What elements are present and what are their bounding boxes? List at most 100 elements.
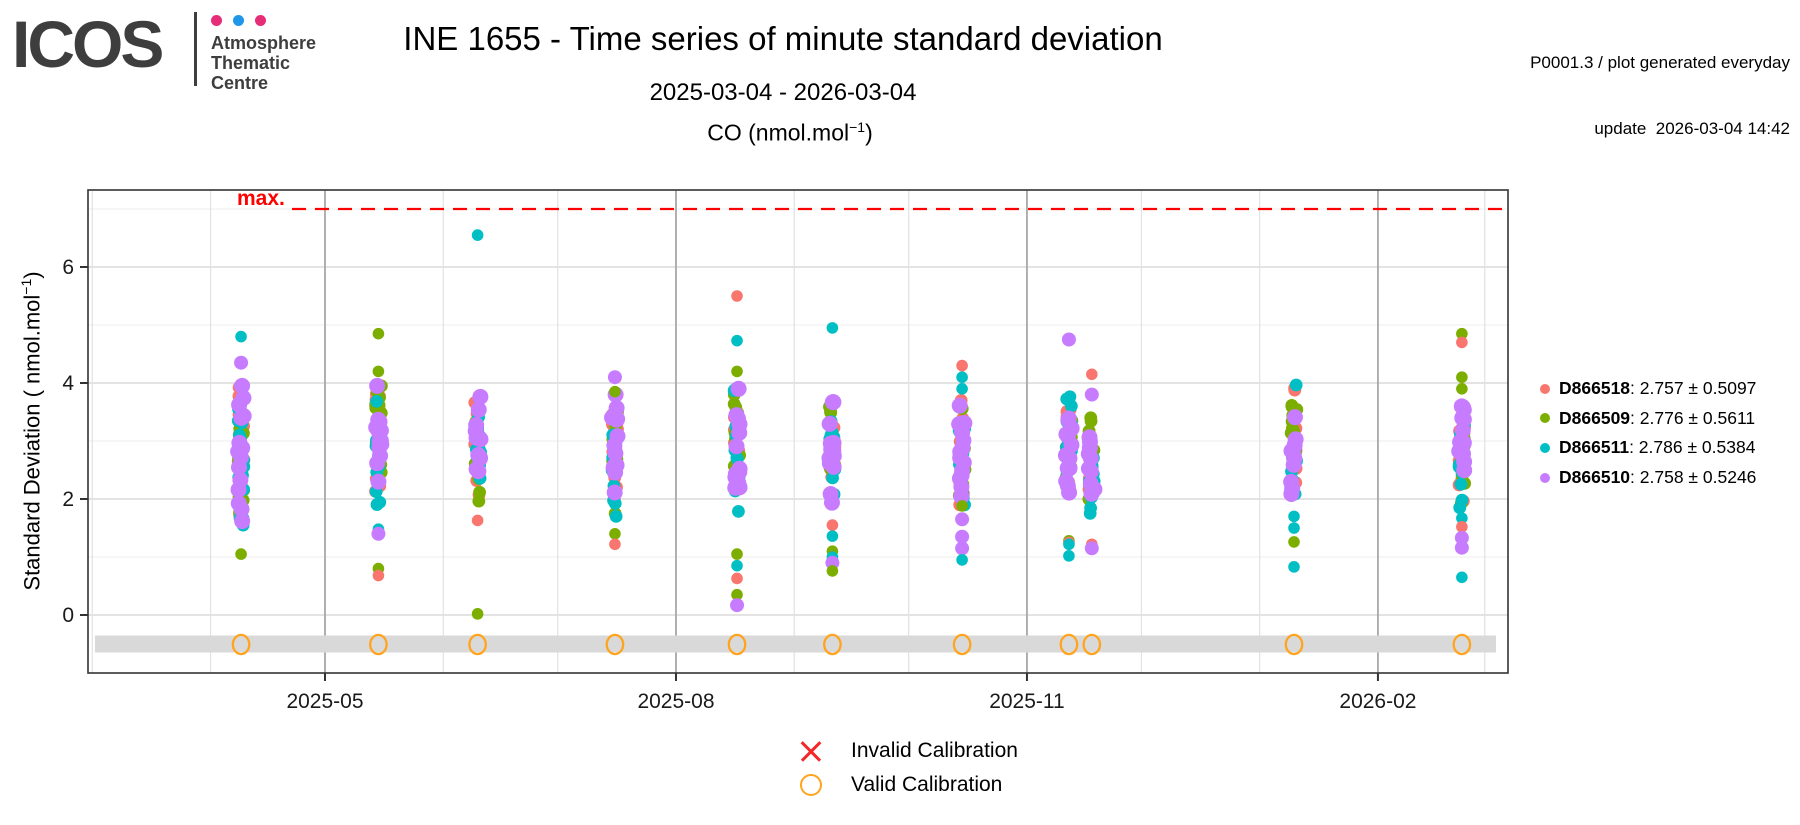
scatter-point-outlier [731, 572, 743, 585]
scatter-point-outlier [826, 322, 839, 334]
scatter-point [371, 433, 388, 450]
scatter-point-outlier [607, 370, 622, 385]
scatter-point-outlier [956, 500, 968, 512]
meta-line-2: update 2026-03-04 14:42 [1594, 119, 1790, 138]
chart-variable-title: CO (nmol.mol−1) [90, 119, 1490, 147]
plot-panel-border [87, 189, 1509, 674]
scatter-point-outlier [1456, 327, 1468, 340]
scatter-point [606, 484, 623, 501]
scatter-point [235, 389, 252, 406]
scatter-point-outlier [471, 608, 484, 620]
scatter-point-outlier [826, 565, 839, 577]
series-stats-label: D866518: 2.757 ± 0.5097 [1559, 378, 1757, 399]
scatter-point-outlier [372, 569, 385, 582]
y-tick-label: 4 [62, 372, 74, 395]
logo-divider [194, 12, 197, 86]
legend-series-item: D866511: 2.786 ± 0.5384 [1540, 433, 1756, 463]
scatter-point-outlier [609, 538, 621, 551]
scatter-point [730, 380, 747, 397]
series-stats-label: D866510: 2.758 ± 0.5246 [1559, 467, 1757, 488]
scatter-point-outlier [471, 229, 484, 241]
series-stats-label: D866509: 2.776 ± 0.5611 [1559, 407, 1756, 428]
scatter-point [1454, 477, 1468, 491]
scatter-point [369, 377, 386, 394]
scatter-point-outlier [731, 290, 743, 302]
x-tick-label: 2025-05 [286, 690, 363, 713]
y-tick-label: 2 [62, 488, 74, 511]
valid-calibration-marker [727, 633, 747, 656]
y-tick-label: 6 [62, 256, 74, 279]
scatter-point-outlier [1063, 550, 1075, 562]
scatter-point-outlier [1456, 512, 1468, 524]
scatter-point-outlier [372, 327, 385, 340]
series-color-dot [1540, 383, 1550, 394]
page-title: INE 1655 - Time series of minute standar… [403, 20, 1163, 57]
scatter-point [954, 424, 971, 441]
scatter-point [823, 494, 840, 511]
generation-info: P0001.3 / plot generated everyday update… [1530, 8, 1790, 184]
scatter-point-outlier [730, 598, 745, 613]
valid-calibration-marker [1284, 633, 1304, 656]
valid-calibration-label: Valid Calibration [851, 773, 1003, 796]
y-tick-label: 0 [62, 604, 74, 627]
scatter-point-outlier [956, 371, 968, 384]
scatter-point-outlier [1288, 522, 1300, 534]
scatter-point-outlier [609, 528, 621, 540]
scatter-point-outlier [955, 512, 970, 527]
scatter-point [1061, 484, 1078, 501]
scatter-point-outlier [1061, 332, 1076, 347]
scatter-point [732, 504, 745, 518]
scatter-point [951, 397, 968, 414]
title-sup: −1 [849, 119, 866, 135]
scatter-point-outlier [1456, 383, 1468, 395]
valid-calibration-icon [800, 774, 822, 796]
valid-calibration-marker [369, 633, 388, 656]
scatter-point-outlier [1456, 571, 1468, 584]
invalid-calibration-label: Invalid Calibration [851, 739, 1018, 762]
scatter-point-outlier [1456, 371, 1468, 384]
scatter-point [1287, 431, 1304, 448]
legend-series-item: D866509: 2.776 ± 0.5611 [1540, 404, 1756, 434]
scatter-point [473, 485, 486, 499]
scatter-point [954, 439, 971, 456]
series-legend: D866518: 2.757 ± 0.5097 D866509: 2.776 ± … [1540, 374, 1756, 492]
scatter-point [824, 394, 841, 411]
scatter-point [233, 409, 250, 426]
x-tick-label: 2025-11 [989, 690, 1065, 713]
logo-dot-icon [255, 15, 266, 26]
scatter-point [728, 438, 745, 455]
valid-calibration-marker [1059, 633, 1079, 656]
scatter-point-outlier [955, 541, 970, 556]
series-color-dot [1540, 413, 1550, 424]
x-tick-label: 2025-08 [637, 690, 714, 713]
scatter-point [1063, 437, 1080, 454]
scatter-point [953, 467, 970, 484]
tagline-line: Thematic [211, 53, 291, 73]
scatter-point [472, 388, 489, 405]
scatter-point-outlier [731, 548, 743, 560]
date-range-subtitle: 2025-03-04 - 2026-03-04 [649, 79, 917, 106]
scatter-point-outlier [235, 330, 247, 343]
scatter-point-outlier [956, 554, 968, 566]
scatter-point [608, 400, 625, 417]
legend-series-item: D866518: 2.757 ± 0.5097 [1540, 374, 1756, 404]
valid-calibration-marker [823, 633, 842, 656]
scatter-point-outlier [956, 359, 968, 372]
scatter-point [372, 447, 389, 464]
scatter-point-outlier [731, 334, 743, 347]
scatter-point-outlier [1288, 561, 1300, 573]
scatter-point [731, 416, 748, 433]
scatter-point [234, 513, 251, 530]
scatter-point [1285, 445, 1302, 462]
scatter-point-outlier [1456, 521, 1468, 533]
scatter-point [826, 471, 839, 485]
scatter-point [1063, 390, 1077, 404]
scatter-point [821, 415, 838, 432]
scatter-point [1082, 450, 1099, 467]
series-color-dot [1540, 442, 1550, 453]
scatter-point [234, 377, 251, 394]
scatter-point-outlier [1288, 536, 1300, 548]
scatter-point-outlier [731, 559, 743, 572]
valid-calibration-marker [1452, 633, 1472, 656]
